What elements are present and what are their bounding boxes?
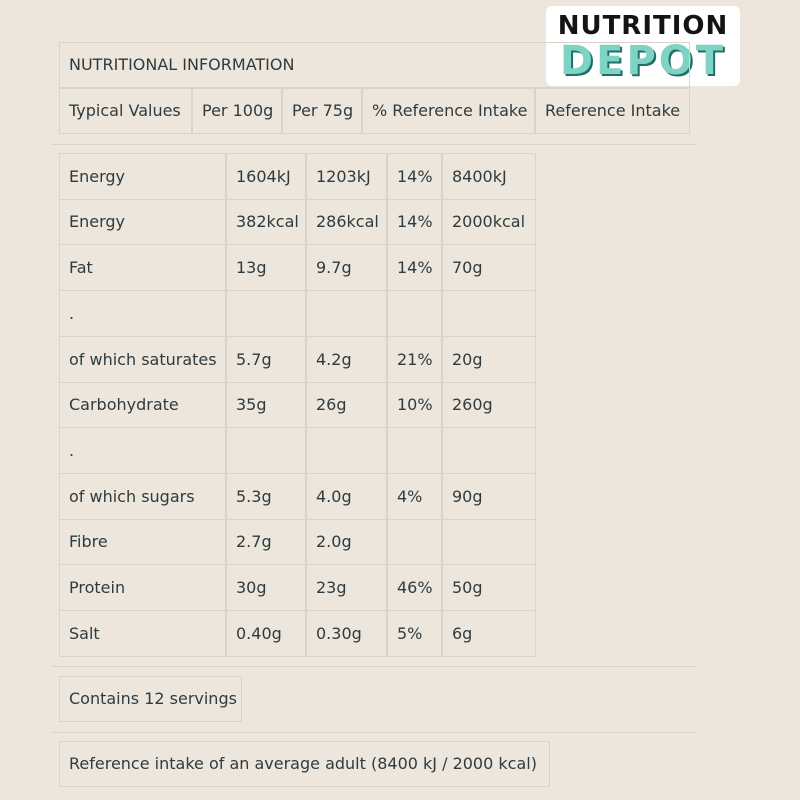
divider: [52, 666, 697, 667]
per-100g-cell: 35g: [226, 382, 306, 428]
reference-intake-cell: 6g: [442, 610, 536, 657]
per-75g-cell: [306, 290, 387, 337]
per-75g-cell: 286kcal: [306, 199, 387, 245]
reference-intake-cell: 90g: [442, 473, 536, 520]
per-100g-cell: 5.7g: [226, 336, 306, 383]
nutrition-depot-logo: NUTRITION DEPOT: [546, 6, 740, 86]
percent-ri-cell: 14%: [387, 199, 442, 245]
nutrition-table-title: NUTRITIONAL INFORMATION: [59, 42, 690, 88]
reference-intake-cell: [442, 519, 536, 565]
percent-ri-cell: 46%: [387, 564, 442, 611]
per-75g-cell: 23g: [306, 564, 387, 611]
nutrient-name-cell: of which sugars: [59, 473, 226, 520]
per-100g-cell: 2.7g: [226, 519, 306, 565]
per-75g-cell: 26g: [306, 382, 387, 428]
logo-line-2: DEPOT: [559, 38, 727, 84]
reference-intake-cell: 260g: [442, 382, 536, 428]
reference-intake-cell: 50g: [442, 564, 536, 611]
per-75g-cell: 2.0g: [306, 519, 387, 565]
percent-ri-cell: 14%: [387, 244, 442, 291]
nutrient-name-cell: Protein: [59, 564, 226, 611]
per-100g-cell: 0.40g: [226, 610, 306, 657]
per-75g-cell: 4.0g: [306, 473, 387, 520]
percent-ri-cell: [387, 427, 442, 474]
logo-line-1: NUTRITION: [557, 11, 729, 41]
percent-ri-cell: 14%: [387, 153, 442, 200]
reference-intake-cell: 8400kJ: [442, 153, 536, 200]
per-100g-cell: 1604kJ: [226, 153, 306, 200]
per-75g-cell: 4.2g: [306, 336, 387, 383]
nutrient-name-cell: Carbohydrate: [59, 382, 226, 428]
reference-intake-cell: 2000kcal: [442, 199, 536, 245]
nutrient-name-cell: Fat: [59, 244, 226, 291]
per-100g-cell: 382kcal: [226, 199, 306, 245]
divider: [52, 144, 697, 145]
percent-ri-cell: [387, 290, 442, 337]
per-100g-cell: 5.3g: [226, 473, 306, 520]
per-100g-cell: [226, 290, 306, 337]
per-100g-cell: [226, 427, 306, 474]
header-percent-reference-intake: % Reference Intake: [362, 88, 535, 134]
per-75g-cell: 9.7g: [306, 244, 387, 291]
header-per-100g: Per 100g: [192, 88, 282, 134]
reference-intake-cell: 20g: [442, 336, 536, 383]
percent-ri-cell: 21%: [387, 336, 442, 383]
nutrient-name-cell: of which saturates: [59, 336, 226, 383]
nutrient-name-cell: Fibre: [59, 519, 226, 565]
percent-ri-cell: [387, 519, 442, 565]
percent-ri-cell: 10%: [387, 382, 442, 428]
divider: [52, 732, 697, 733]
servings-info: Contains 12 servings: [59, 676, 242, 722]
reference-intake-cell: [442, 427, 536, 474]
header-typical-values: Typical Values: [59, 88, 192, 134]
header-reference-intake: Reference Intake: [535, 88, 690, 134]
per-75g-cell: 1203kJ: [306, 153, 387, 200]
reference-intake-note: Reference intake of an average adult (84…: [59, 741, 550, 787]
per-100g-cell: 30g: [226, 564, 306, 611]
nutrient-name-cell: .: [59, 290, 226, 337]
nutrient-name-cell: Energy: [59, 199, 226, 245]
reference-intake-cell: 70g: [442, 244, 536, 291]
header-per-75g: Per 75g: [282, 88, 362, 134]
percent-ri-cell: 5%: [387, 610, 442, 657]
reference-intake-cell: [442, 290, 536, 337]
nutrient-name-cell: Energy: [59, 153, 226, 200]
nutrient-name-cell: .: [59, 427, 226, 474]
percent-ri-cell: 4%: [387, 473, 442, 520]
per-75g-cell: [306, 427, 387, 474]
per-75g-cell: 0.30g: [306, 610, 387, 657]
nutrient-name-cell: Salt: [59, 610, 226, 657]
per-100g-cell: 13g: [226, 244, 306, 291]
